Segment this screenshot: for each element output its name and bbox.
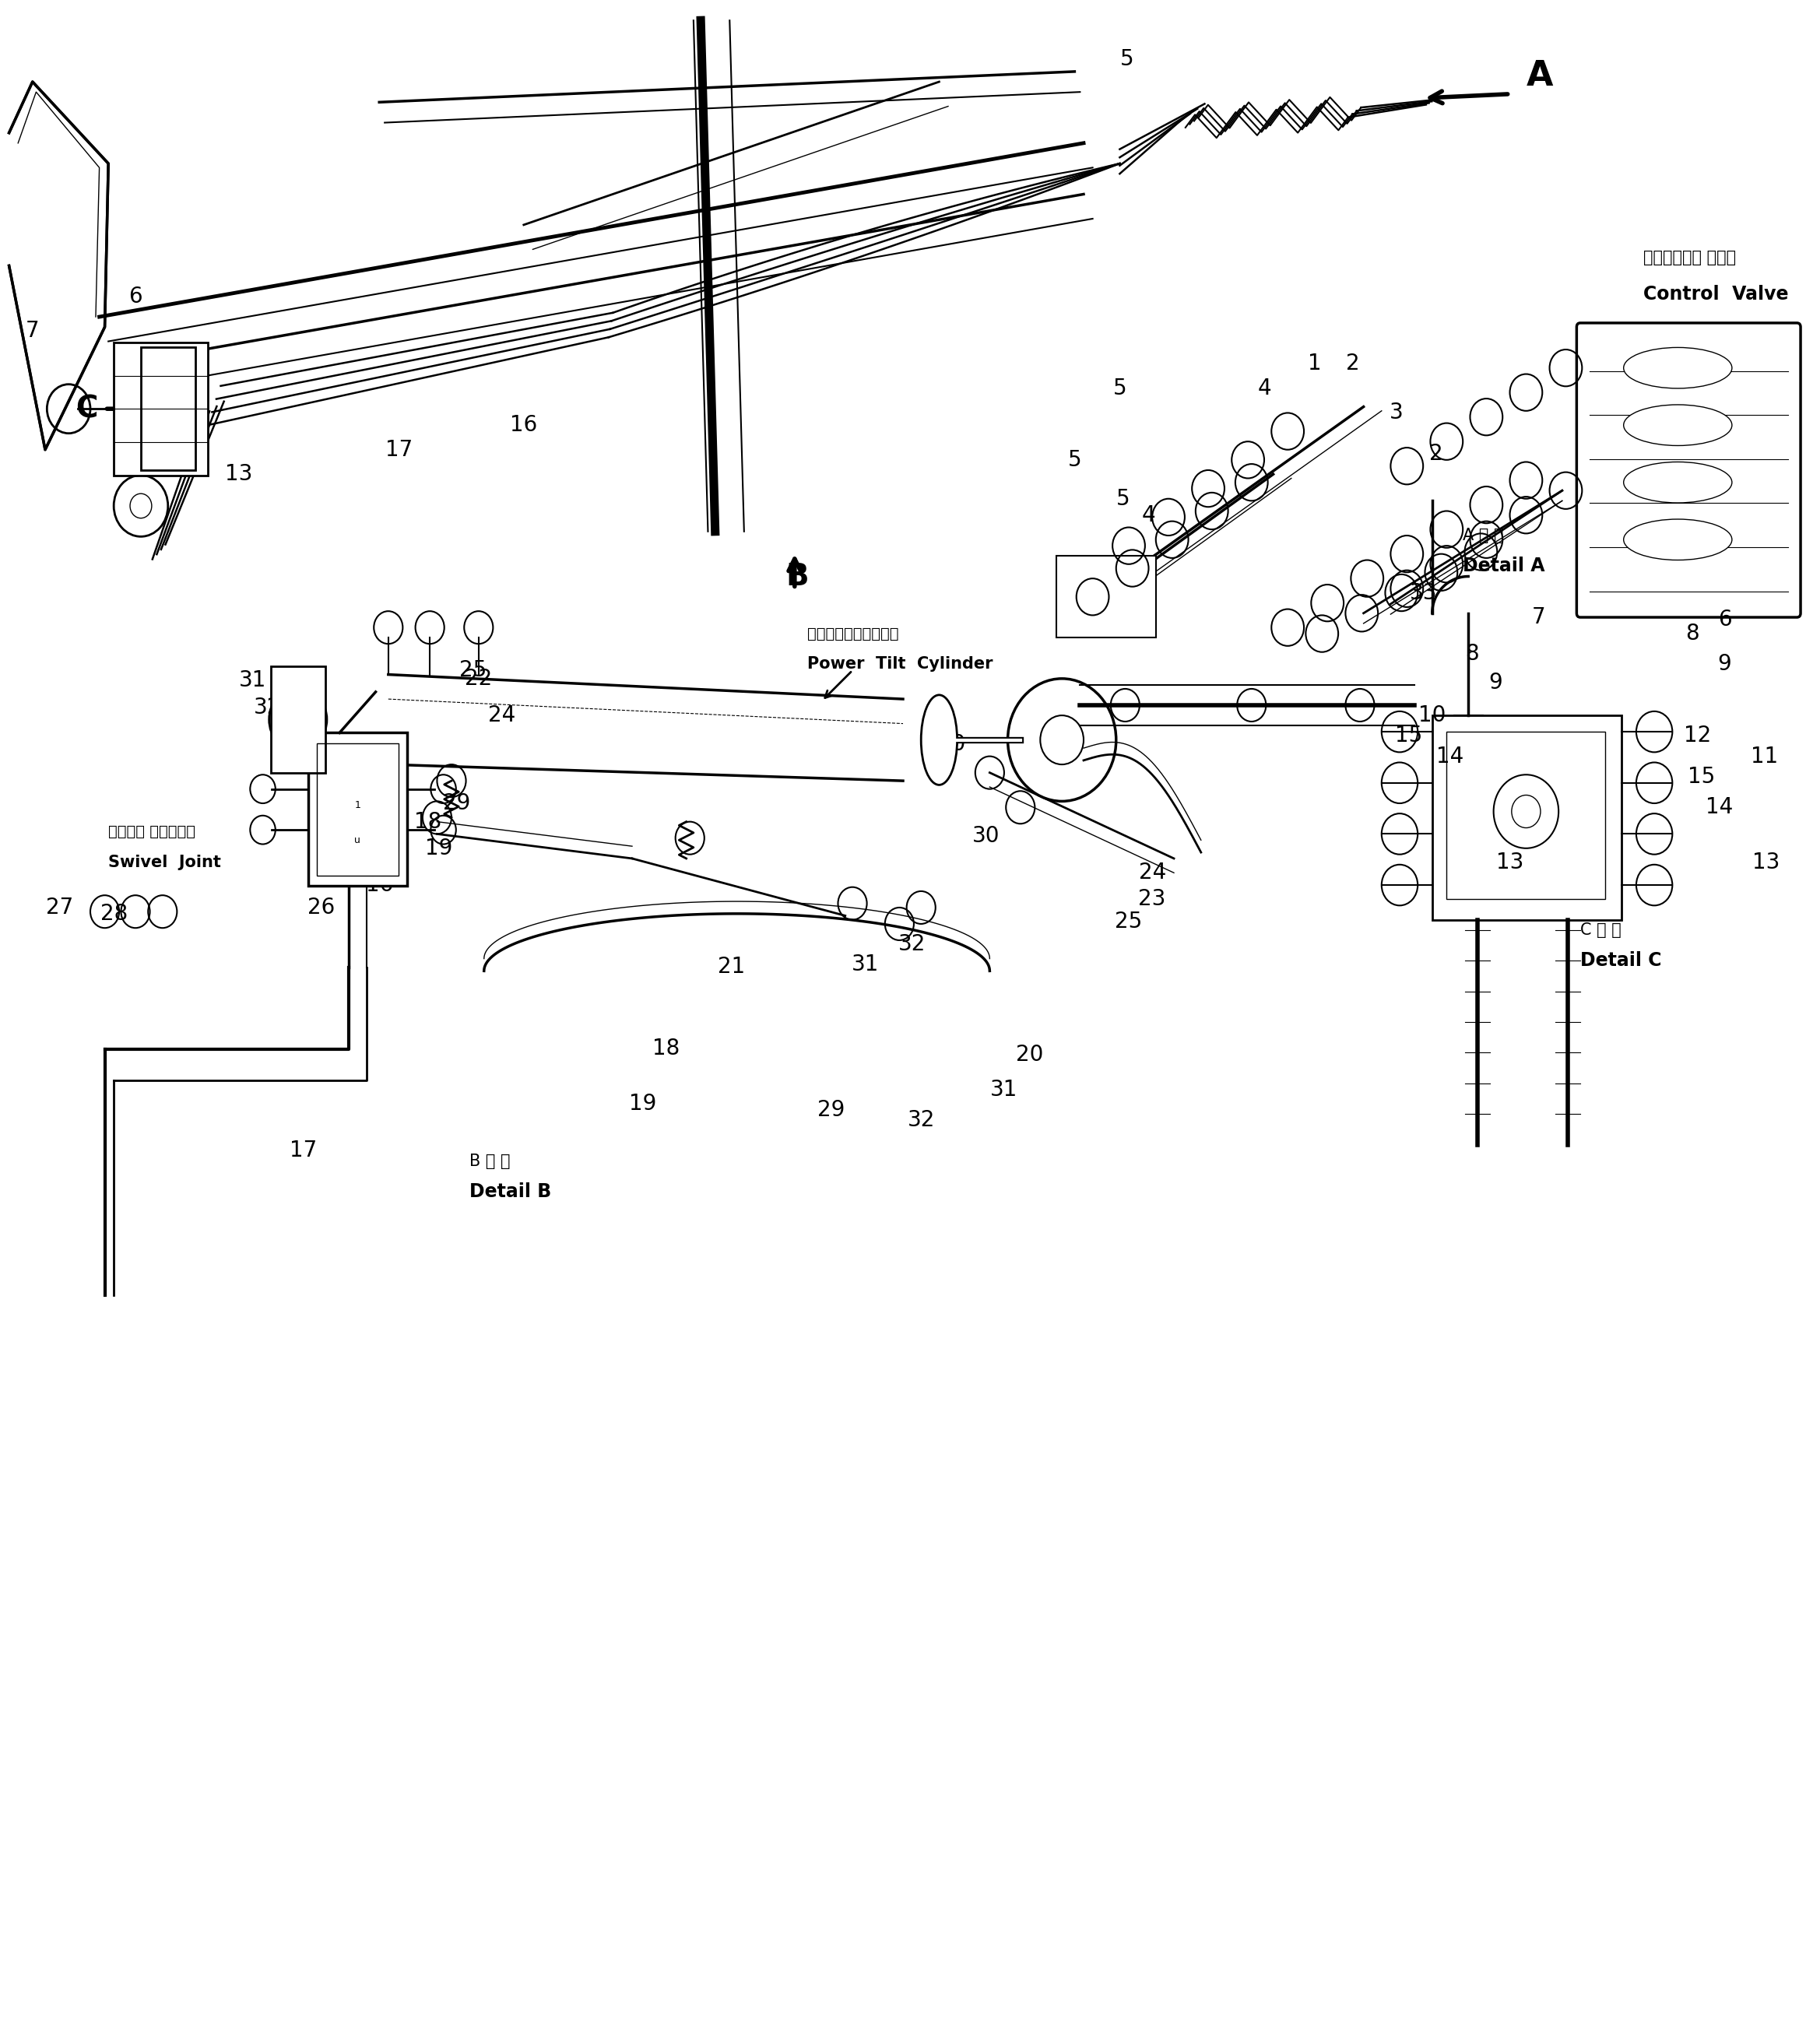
Text: 16: 16	[509, 415, 538, 435]
Text: 25: 25	[1114, 912, 1143, 932]
Text: 31: 31	[990, 1079, 1019, 1100]
Text: C 詳 細: C 詳 細	[1580, 922, 1622, 938]
Text: 1: 1	[1308, 354, 1322, 374]
Text: 2: 2	[1345, 354, 1360, 374]
Text: 11: 11	[1750, 746, 1779, 766]
Text: 7: 7	[25, 321, 40, 341]
Bar	[307, 734, 406, 887]
Text: 14: 14	[1436, 746, 1465, 766]
Text: 13: 13	[224, 464, 253, 484]
Text: 24: 24	[1138, 863, 1167, 883]
Text: 27: 27	[45, 897, 74, 918]
Text: 1: 1	[354, 801, 361, 809]
Text: 15: 15	[1394, 726, 1423, 746]
Bar	[1432, 715, 1622, 920]
Text: 29: 29	[816, 1100, 845, 1120]
Text: 7: 7	[1531, 607, 1546, 628]
Text: B: B	[786, 562, 809, 591]
Text: 13: 13	[1752, 852, 1781, 873]
Text: 21: 21	[717, 957, 746, 977]
Text: 19: 19	[424, 838, 453, 858]
Text: A 詳 細: A 詳 細	[1463, 527, 1504, 544]
Bar	[141, 347, 195, 470]
Text: スイベル ジョイント: スイベル ジョイント	[108, 824, 195, 840]
Text: 5: 5	[1120, 49, 1134, 69]
Text: A: A	[1526, 59, 1553, 92]
Bar	[1447, 732, 1606, 899]
Text: 13: 13	[1495, 852, 1524, 873]
Text: 5: 5	[1116, 489, 1131, 509]
Text: 22: 22	[464, 668, 493, 689]
Text: 32: 32	[907, 1110, 936, 1130]
Text: 14: 14	[1705, 797, 1734, 818]
Bar	[1057, 556, 1156, 638]
Text: 33: 33	[1409, 583, 1438, 603]
Text: 32: 32	[253, 697, 282, 717]
Text: 12: 12	[1683, 726, 1712, 746]
Bar	[114, 341, 208, 474]
Text: 9: 9	[1718, 654, 1732, 675]
FancyBboxPatch shape	[1577, 323, 1801, 617]
Text: 18: 18	[652, 1038, 681, 1059]
Text: B 詳 細: B 詳 細	[470, 1153, 511, 1169]
Text: 6: 6	[1718, 609, 1732, 630]
Text: パワーチルトシリンダ: パワーチルトシリンダ	[807, 625, 899, 642]
Text: 24: 24	[488, 705, 517, 726]
Text: 17: 17	[385, 439, 414, 460]
Ellipse shape	[921, 695, 957, 785]
Bar	[271, 666, 325, 773]
Text: 8: 8	[1465, 644, 1479, 664]
Text: Detail A: Detail A	[1463, 556, 1544, 576]
Text: u: u	[354, 836, 361, 844]
Text: 5: 5	[1067, 450, 1082, 470]
Text: 8: 8	[1685, 623, 1699, 644]
Text: 15: 15	[1687, 766, 1716, 787]
Polygon shape	[9, 82, 108, 450]
Text: コントロール バルプ: コントロール バルプ	[1643, 249, 1736, 266]
Text: 3: 3	[1389, 403, 1403, 423]
Text: 23: 23	[1138, 889, 1167, 910]
Text: 6: 6	[128, 286, 143, 307]
Text: 20: 20	[1015, 1044, 1044, 1065]
Text: 29: 29	[442, 793, 471, 814]
Text: 10: 10	[1418, 705, 1447, 726]
Text: 4: 4	[1257, 378, 1271, 399]
Text: 31: 31	[851, 955, 880, 975]
Text: 26: 26	[307, 897, 336, 918]
Text: Detail B: Detail B	[470, 1181, 551, 1202]
Text: 25: 25	[459, 660, 488, 681]
Text: 5: 5	[1112, 378, 1127, 399]
Text: 9: 9	[1488, 672, 1503, 693]
Text: 2: 2	[1429, 444, 1443, 464]
Text: 16: 16	[365, 875, 394, 895]
Bar	[318, 742, 399, 875]
Text: 18: 18	[414, 811, 442, 832]
Text: Power  Tilt  Cylinder: Power Tilt Cylinder	[807, 656, 993, 672]
Text: 20: 20	[937, 734, 966, 754]
Text: 31: 31	[238, 670, 267, 691]
Ellipse shape	[1624, 405, 1732, 446]
Text: Detail C: Detail C	[1580, 950, 1662, 971]
Text: Swivel  Joint: Swivel Joint	[108, 854, 220, 871]
Text: 17: 17	[289, 1141, 318, 1161]
Text: 28: 28	[99, 903, 128, 924]
Ellipse shape	[1624, 519, 1732, 560]
Text: 32: 32	[898, 934, 926, 955]
Text: Control  Valve: Control Valve	[1643, 284, 1788, 305]
Text: 30: 30	[972, 826, 1001, 846]
Text: 4: 4	[1141, 505, 1156, 525]
Ellipse shape	[1624, 347, 1732, 388]
Ellipse shape	[1624, 462, 1732, 503]
Text: C: C	[76, 394, 98, 423]
Text: 19: 19	[628, 1094, 657, 1114]
